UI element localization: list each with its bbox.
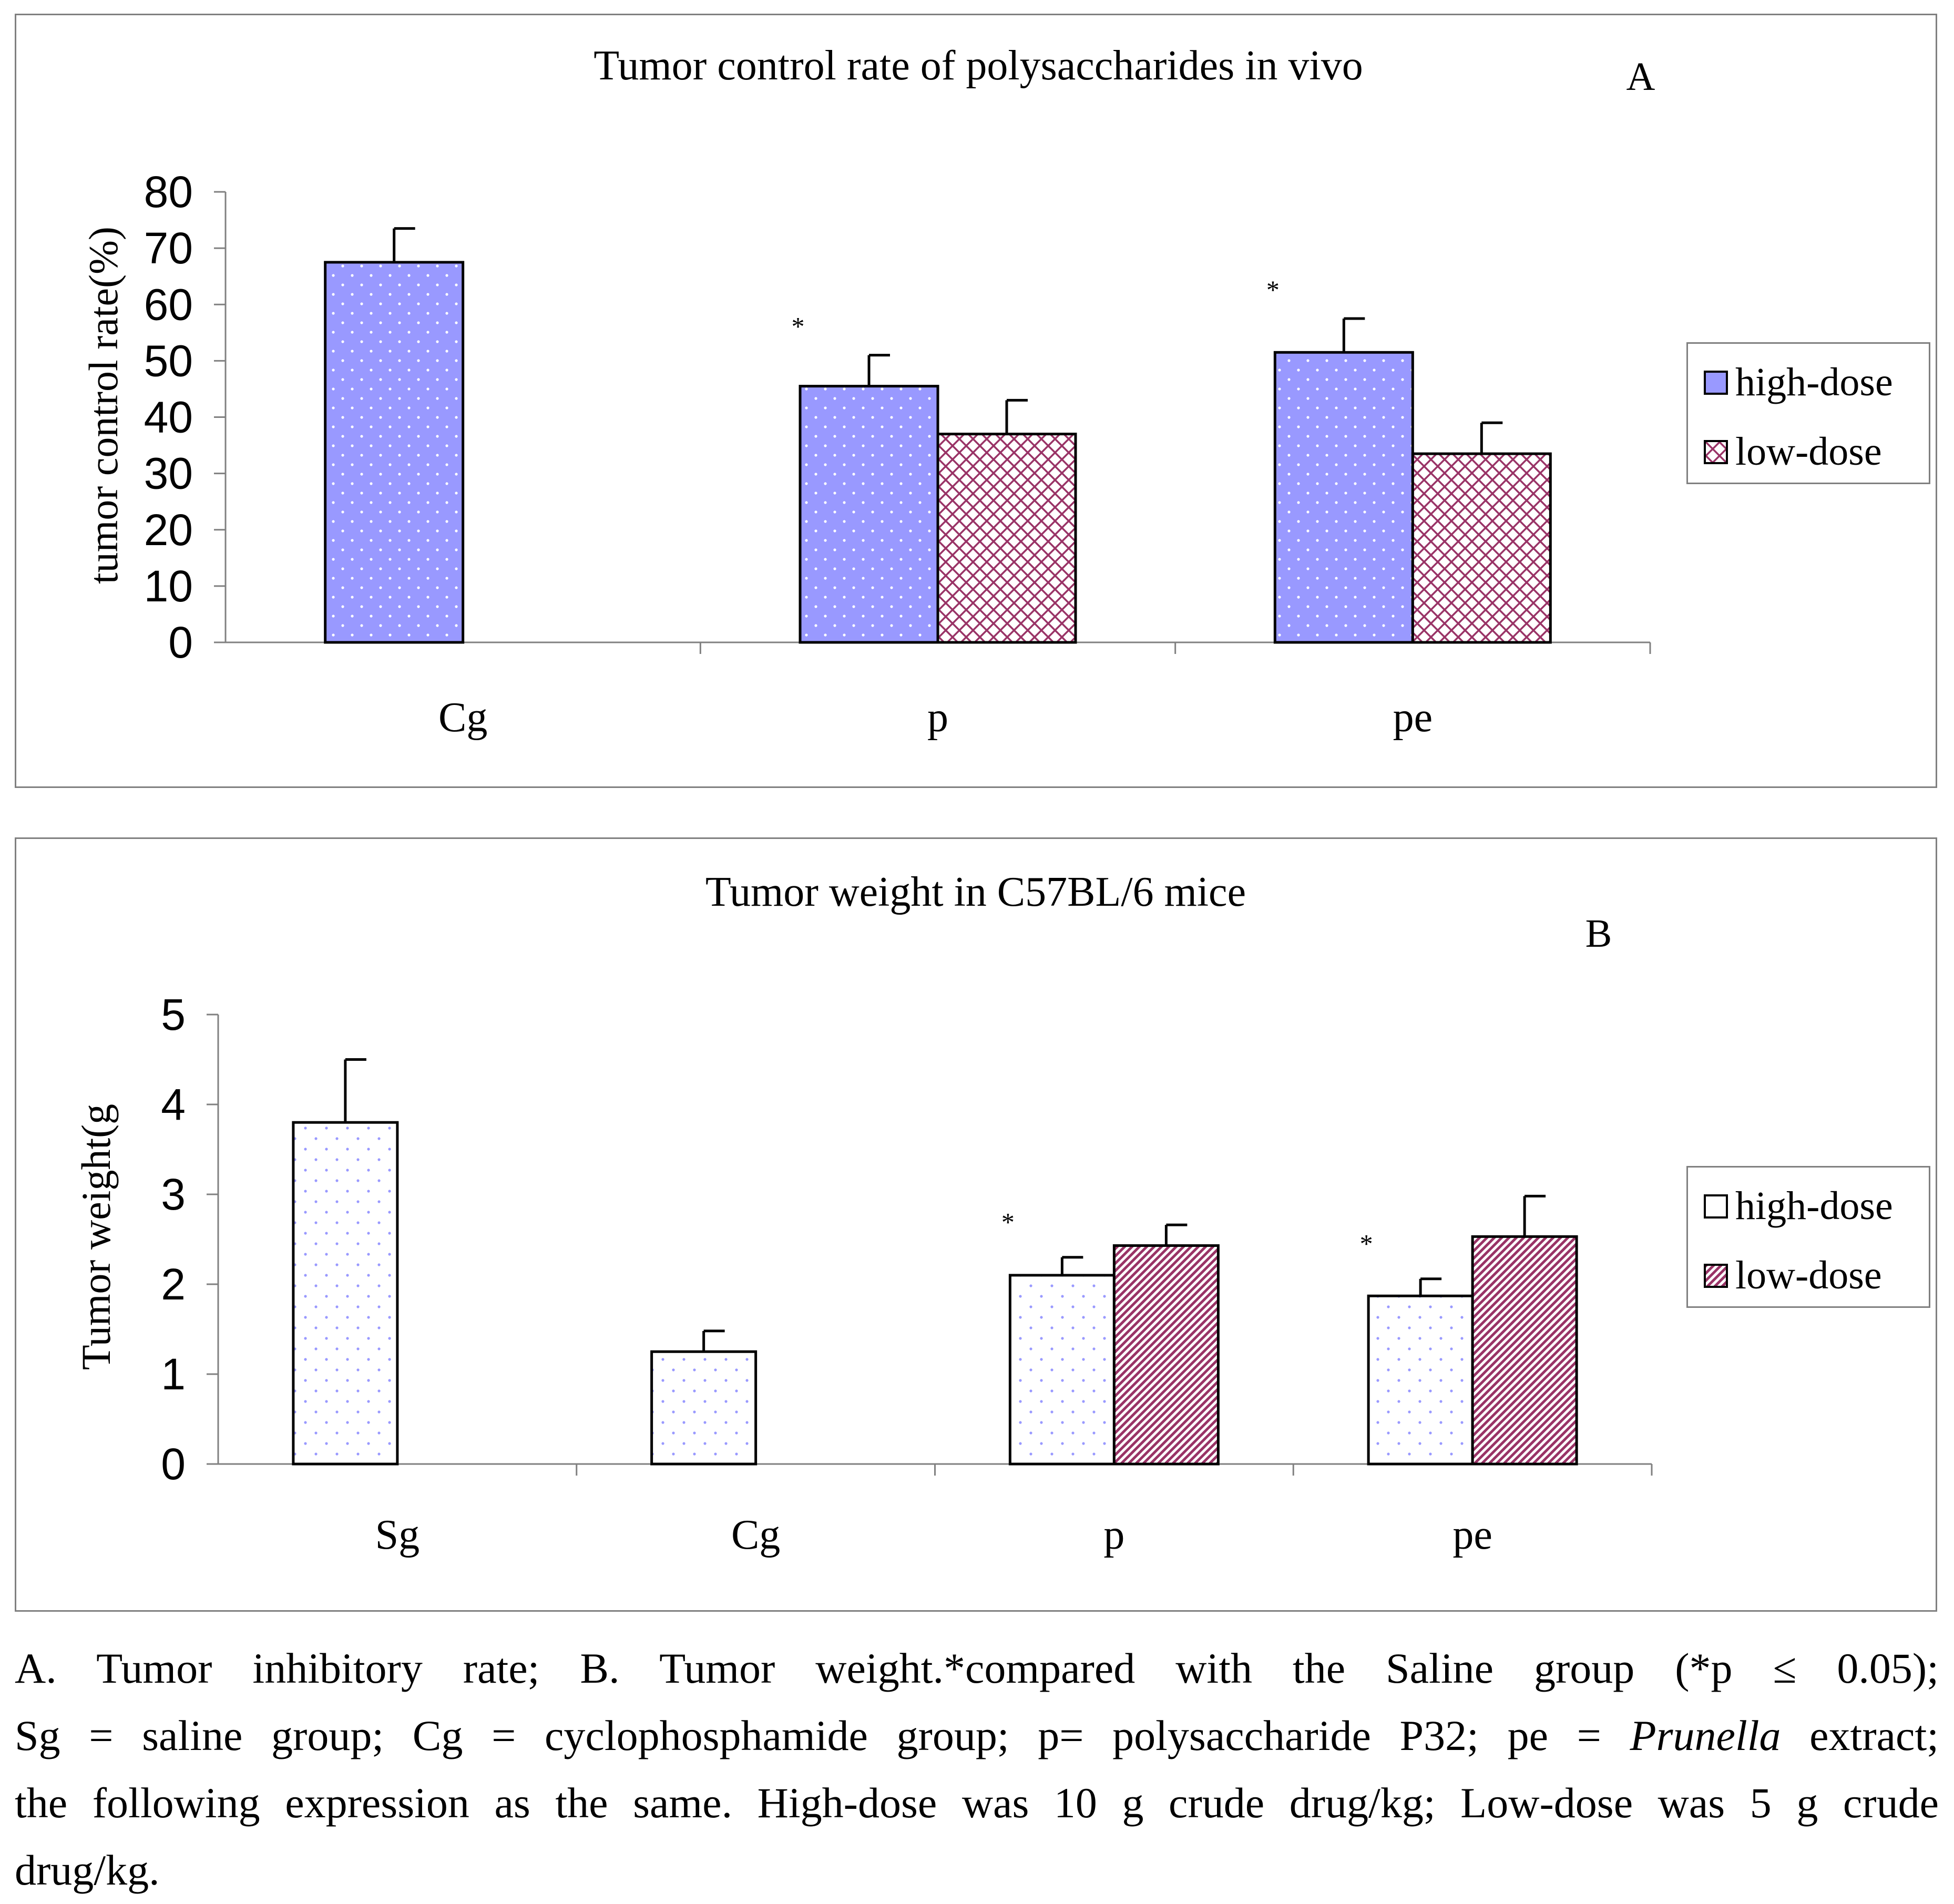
chart-a-bar-high-dose bbox=[1273, 351, 1414, 644]
caption-line-2: Sg = saline group; Cg = cyclophosphamide… bbox=[15, 1702, 1939, 1769]
caption-line-1: A. Tumor inhibitory rate; B. Tumor weigh… bbox=[15, 1644, 1939, 1692]
chart-a-y-tick-label: 10 bbox=[144, 561, 193, 611]
chart-a-bar-high-dose bbox=[324, 261, 465, 644]
chart-b-category-label: pe bbox=[1452, 1512, 1492, 1558]
chart-a-y-tick-label: 20 bbox=[144, 505, 193, 555]
legend-item-high-dose: high-dose bbox=[1704, 360, 1893, 405]
chart-a-y-tick-label: 0 bbox=[168, 618, 193, 667]
chart-a-plot: 0 10 20 30 40 50 60 70 80 Cg p * pe * bbox=[144, 167, 1651, 741]
caption-line-4: drug/kg. bbox=[15, 1846, 160, 1894]
legend-swatch-high-dose bbox=[1704, 1194, 1728, 1219]
chart-panel-b: Tumor weight in C57BL/6 mice B Tumor wei… bbox=[15, 837, 1937, 1612]
legend-label-high-dose: high-dose bbox=[1735, 1184, 1893, 1228]
legend-item-high-dose: high-dose bbox=[1704, 1183, 1893, 1229]
chart-b-bar-low-dose bbox=[1471, 1235, 1578, 1466]
chart-b-category-label: p bbox=[1103, 1512, 1124, 1558]
chart-a-category-label: p bbox=[927, 694, 948, 741]
legend-item-low-dose: low-dose bbox=[1704, 1253, 1882, 1298]
chart-b-legend: high-dose low-dose bbox=[1686, 1166, 1930, 1308]
legend-label-low-dose: low-dose bbox=[1735, 1253, 1882, 1297]
chart-a-bar-high-dose bbox=[799, 385, 939, 644]
chart-a-y-tick-label: 70 bbox=[144, 223, 193, 273]
chart-panel-a: Tumor control rate of polysaccharides in… bbox=[15, 14, 1937, 788]
chart-b-y-tick-label: 3 bbox=[161, 1170, 186, 1219]
chart-b-svg: Tumor weight in C57BL/6 mice B Tumor wei… bbox=[73, 869, 1653, 1558]
figure-caption: A. Tumor inhibitory rate; B. Tumor weigh… bbox=[15, 1635, 1939, 1904]
chart-b-bar-high-dose bbox=[1008, 1274, 1116, 1466]
chart-b-bar-high-dose bbox=[1367, 1294, 1474, 1466]
legend-label-low-dose: low-dose bbox=[1735, 429, 1882, 474]
legend-swatch-low-dose bbox=[1704, 439, 1728, 464]
legend-label-high-dose: high-dose bbox=[1735, 360, 1893, 404]
chart-b-bar-low-dose bbox=[1112, 1244, 1220, 1466]
chart-a-y-tick-label: 60 bbox=[144, 280, 193, 329]
chart-b-bar-high-dose bbox=[650, 1350, 758, 1466]
legend-swatch-low-dose bbox=[1704, 1263, 1728, 1288]
chart-a-significance-marker: * bbox=[1266, 275, 1280, 304]
chart-b-y-tick-label: 5 bbox=[161, 990, 186, 1039]
legend-swatch-high-dose bbox=[1704, 370, 1728, 395]
chart-a-category-label: Cg bbox=[438, 694, 487, 741]
chart-b-significance-marker: * bbox=[1001, 1207, 1015, 1237]
chart-a-y-tick-label: 30 bbox=[144, 449, 193, 498]
chart-b-bar-high-dose bbox=[292, 1121, 399, 1466]
chart-a-y-tick-label: 40 bbox=[144, 393, 193, 442]
chart-b-ylabel: Tumor weight(g bbox=[73, 1104, 119, 1370]
chart-a-y-tick-label: 80 bbox=[144, 167, 193, 217]
chart-b-title: Tumor weight in C57BL/6 mice bbox=[705, 869, 1246, 915]
chart-b-plot: 0 1 2 3 4 5 Sg Cg p * pe * bbox=[161, 990, 1653, 1558]
chart-a-y-tick-label: 50 bbox=[144, 336, 193, 385]
caption-italic-term: Prunella bbox=[1630, 1712, 1781, 1759]
chart-b-category-label: Cg bbox=[731, 1512, 780, 1558]
chart-a-svg: Tumor control rate of polysaccharides in… bbox=[80, 43, 1655, 741]
caption-line-3: the following expression as the same. Hi… bbox=[15, 1779, 1939, 1827]
chart-a-significance-marker: * bbox=[792, 312, 805, 341]
chart-a-category-label: pe bbox=[1393, 694, 1433, 741]
chart-b-y-tick-label: 0 bbox=[161, 1439, 186, 1489]
chart-b-y-tick-label: 2 bbox=[161, 1260, 186, 1309]
chart-a-title: Tumor control rate of polysaccharides in… bbox=[594, 43, 1363, 89]
caption-line-2-start: Sg = saline group; Cg = cyclophosphamide… bbox=[15, 1712, 1630, 1759]
chart-a-bar-low-dose bbox=[1411, 452, 1552, 644]
chart-b-panel-label: B bbox=[1585, 912, 1612, 956]
chart-b-y-tick-label: 4 bbox=[161, 1080, 186, 1129]
chart-a-ylabel: tumor control rate(%) bbox=[80, 227, 126, 584]
chart-b-significance-marker: * bbox=[1360, 1229, 1373, 1258]
caption-line-2-end: extract; bbox=[1781, 1712, 1939, 1759]
chart-a-legend: high-dose low-dose bbox=[1686, 342, 1930, 484]
chart-b-y-tick-label: 1 bbox=[161, 1349, 186, 1399]
chart-b-category-label: Sg bbox=[375, 1512, 420, 1558]
chart-a-bar-low-dose bbox=[936, 433, 1077, 644]
legend-item-low-dose: low-dose bbox=[1704, 429, 1882, 475]
chart-a-panel-label: A bbox=[1626, 55, 1655, 99]
